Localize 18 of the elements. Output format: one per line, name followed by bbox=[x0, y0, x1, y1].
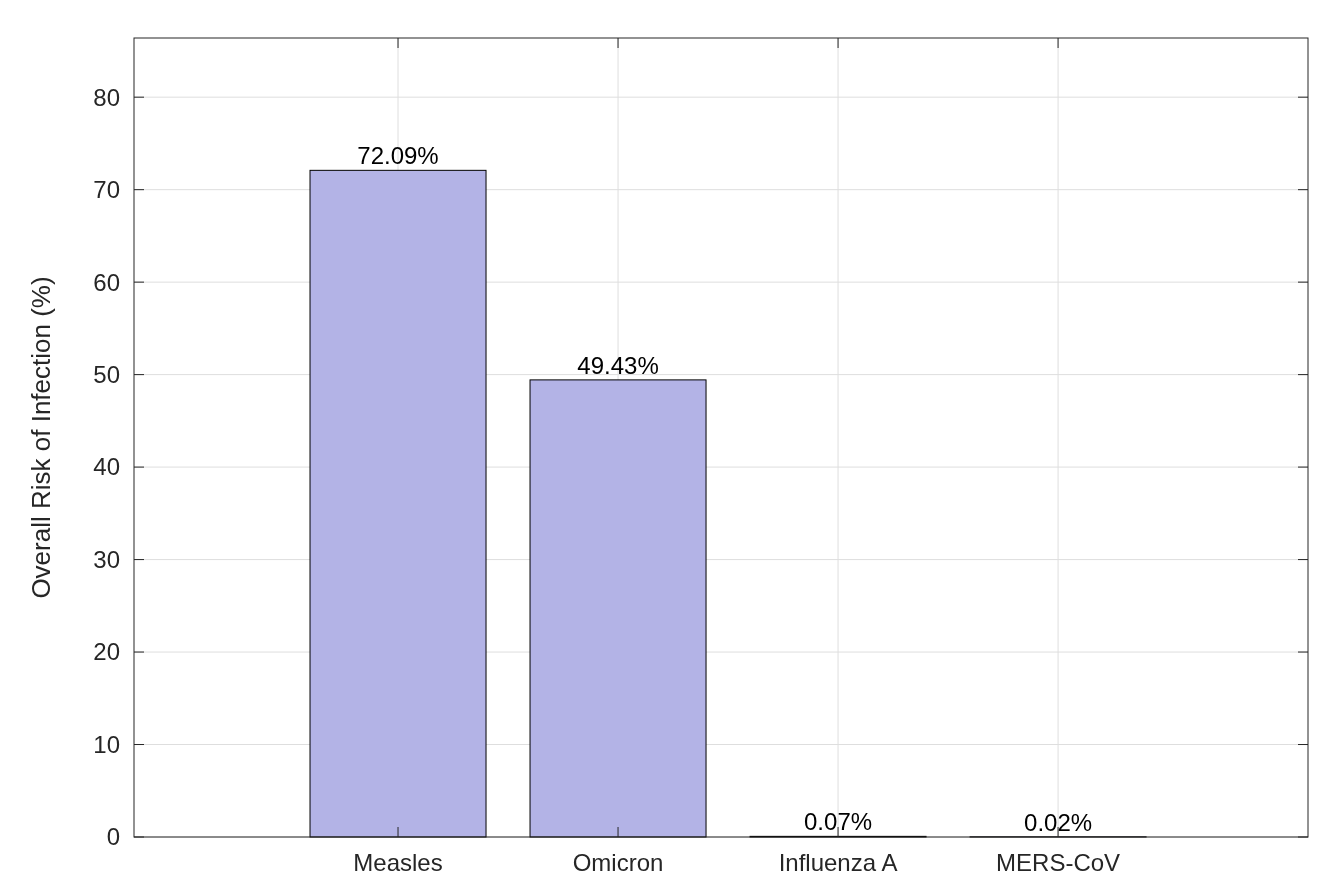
y-tick-label: 10 bbox=[93, 730, 120, 758]
y-tick-label: 30 bbox=[93, 545, 120, 573]
y-tick-label: 70 bbox=[93, 176, 120, 204]
y-tick-label: 50 bbox=[93, 361, 120, 389]
data-label: 49.43% bbox=[577, 351, 659, 379]
x-tick-label: Measles bbox=[353, 849, 443, 876]
y-tick-label: 60 bbox=[93, 268, 120, 296]
x-tick-label: Influenza A bbox=[778, 849, 898, 876]
x-tick-label: Omicron bbox=[572, 849, 664, 876]
y-axis-title: Overall Risk of Infection (%) bbox=[26, 276, 56, 599]
data-label: 0.07% bbox=[804, 808, 873, 836]
y-tick-label: 40 bbox=[93, 453, 120, 481]
data-label: 0.02% bbox=[1024, 808, 1093, 836]
y-tick-label: 0 bbox=[106, 823, 120, 851]
y-tick-label: 80 bbox=[93, 83, 120, 111]
x-tick-label: MERS-CoV bbox=[996, 849, 1121, 876]
data-label: 72.09% bbox=[357, 142, 439, 170]
y-tick-label: 20 bbox=[93, 638, 120, 666]
